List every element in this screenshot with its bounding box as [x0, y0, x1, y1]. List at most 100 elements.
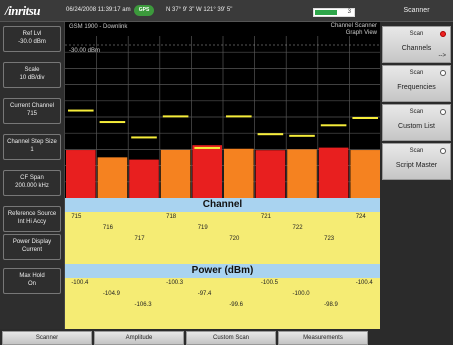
bar-channel-721 — [255, 150, 286, 198]
power-value-cell: -100.4 — [355, 280, 373, 286]
softkey-top-label: Scan — [409, 70, 424, 76]
bar-channel-718 — [160, 149, 191, 198]
submenu-arrow-icon: --> — [438, 53, 447, 59]
max-hold-marker-723 — [320, 124, 347, 127]
channel-number-cell: 721 — [260, 214, 271, 220]
scan-script-master-button[interactable]: Scan Script Master — [382, 143, 451, 180]
max-hold-marker-719 — [194, 146, 220, 149]
radio-unselected-icon — [440, 109, 446, 115]
channel-number-cell: 716 — [102, 225, 113, 231]
gps-coordinates: N 37° 9' 3" W 121° 39' 5" — [166, 7, 233, 13]
cf-span-box[interactable]: CF Span 200.000 kHz — [3, 170, 61, 196]
max-hold-marker-721 — [257, 133, 284, 136]
view-mode-line1: Channel Scanner — [330, 23, 377, 29]
max-hold-box[interactable]: Max Hold On — [3, 268, 61, 294]
param-value: Current — [21, 247, 42, 253]
channel-number-cell: 717 — [134, 236, 145, 242]
bar-channel-715 — [66, 150, 96, 198]
max-hold-marker-716 — [99, 121, 126, 124]
channel-number-cell: 718 — [166, 214, 177, 220]
softkey-label: Custom List — [398, 123, 435, 130]
bottom-menu-bar: Scanner Amplitude Custom Scan Measuremen… — [0, 329, 453, 345]
param-label: CF Span — [20, 175, 44, 181]
power-value-cell: -99.6 — [229, 302, 243, 308]
bar-channel-716 — [97, 157, 128, 198]
date-time: 06/24/2008 11:39:17 am — [66, 7, 131, 13]
softkey-top-label: Scan — [409, 31, 424, 37]
param-label: Scale — [24, 67, 40, 73]
reference-level-label: -30.00 dBm — [69, 48, 100, 54]
softkey-label: Frequencies — [397, 84, 436, 91]
power-table-body: -100.4 -104.9 -106.3 -100.3 -97.4 -99.6 -100.5… — [65, 278, 380, 329]
bar-channel-723 — [318, 147, 349, 198]
battery-level-fill — [315, 10, 337, 15]
power-value-cell: -100.5 — [260, 280, 278, 286]
channel-table-body: 715 716 717 718 719 720 721 722 723 724 — [65, 212, 380, 264]
bar-chart: -30.00 dBm — [65, 36, 381, 198]
graph-header: GSM 1900 - Downlink Channel Scanner Grap… — [65, 22, 381, 36]
ref-level-box[interactable]: Ref Lvl -30.0 dBm — [3, 26, 61, 52]
channel-number-cell: 723 — [324, 236, 335, 242]
param-label: Ref Lvl — [22, 31, 42, 37]
power-value-cell: -98.9 — [324, 302, 338, 308]
max-hold-marker-720 — [226, 115, 252, 118]
power-value-cell: -100.0 — [292, 291, 310, 297]
softkey-top-label: Scan — [409, 148, 424, 154]
softkey-label: Channels — [401, 45, 432, 52]
channel-step-box[interactable]: Channel Step Size 1 — [3, 134, 61, 160]
softkey-top-label: Scan — [409, 109, 424, 115]
channel-table-title: Channel — [65, 198, 380, 212]
param-label: Max Hold — [19, 273, 45, 279]
param-label: Channel Step Size — [7, 139, 57, 145]
bar-channel-722 — [287, 149, 317, 198]
power-value-cell: -100.3 — [166, 280, 184, 286]
scale-box[interactable]: Scale 10 dB/div — [3, 62, 61, 88]
power-table-title: Power (dBm) — [65, 264, 380, 278]
channel-number-cell: 719 — [197, 225, 208, 231]
param-value: 10 dB/div — [19, 75, 45, 81]
power-display-box[interactable]: Power Display Current — [3, 234, 61, 260]
param-value: -30.0 dBm — [18, 39, 46, 45]
menu-scanner-button[interactable]: Scanner — [2, 331, 92, 345]
bar-channel-720 — [224, 148, 254, 198]
menu-measurements-button[interactable]: Measurements — [278, 331, 368, 345]
battery-value: 3 — [347, 9, 351, 15]
param-value: On — [27, 281, 36, 287]
param-value: 1 — [30, 147, 34, 153]
reference-source-box[interactable]: Reference Source Int Hi Accy — [3, 206, 61, 232]
bar-channel-717 — [129, 159, 159, 198]
signal-standard: GSM 1900 - Downlink — [69, 24, 128, 30]
view-mode: Channel Scanner Graph View — [331, 23, 377, 37]
brand-logo: /inritsu — [5, 3, 41, 18]
power-value-cell: -100.4 — [71, 280, 89, 286]
scan-channels-button[interactable]: Scan Channels --> — [382, 26, 451, 63]
param-label: Power Display — [12, 239, 52, 245]
param-label: Current Channel — [9, 103, 55, 109]
radio-unselected-icon — [440, 148, 446, 154]
channel-scanner-graph: -30.00 dBm GSM 1900 - Downlink Channel S… — [64, 22, 381, 198]
power-table: Power (dBm) -100.4 -104.9 -106.3 -100.3 -97.… — [64, 264, 380, 329]
soft-key-panel: Scanner Scan Channels --> Scan Frequenci… — [380, 0, 453, 329]
channel-number-cell: 720 — [229, 236, 240, 242]
radio-unselected-icon — [440, 70, 446, 76]
max-hold-marker-715 — [68, 109, 94, 112]
menu-custom-scan-button[interactable]: Custom Scan — [186, 331, 276, 345]
softkey-label: Script Master — [395, 162, 438, 169]
view-mode-line2: Graph View — [345, 30, 377, 36]
menu-amplitude-button[interactable]: Amplitude — [94, 331, 184, 345]
param-value: Int Hi Accy — [17, 219, 47, 225]
power-value-cell: -97.4 — [197, 291, 212, 297]
channel-number-cell: 722 — [292, 225, 303, 231]
scan-custom-list-button[interactable]: Scan Custom List — [382, 104, 451, 141]
max-hold-marker-718 — [162, 115, 189, 118]
parameter-panel: Ref Lvl -30.0 dBm Scale 10 dB/div Curren… — [0, 22, 64, 329]
scan-frequencies-button[interactable]: Scan Frequencies — [382, 65, 451, 102]
channel-number-cell: 715 — [71, 214, 82, 220]
battery-icon: 3 — [313, 8, 355, 17]
max-hold-marker-724 — [352, 117, 378, 119]
menu-title: Scanner — [380, 0, 453, 22]
current-channel-box[interactable]: Current Channel 715 — [3, 98, 61, 124]
bar-channel-724 — [350, 150, 380, 198]
max-hold-marker-717 — [131, 136, 157, 139]
bar-channel-719 — [192, 145, 222, 198]
